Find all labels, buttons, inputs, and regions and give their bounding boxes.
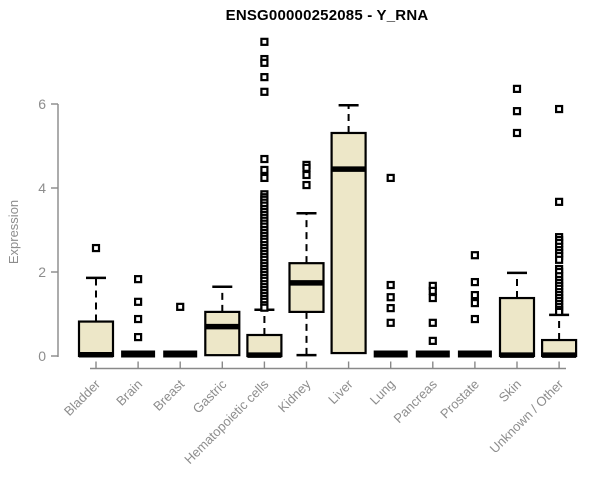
outlier-point-brain [134,297,143,306]
outlier-point-prostate [470,314,479,324]
outlier-point-kidney [302,180,311,190]
y-tick-label: 2 [38,264,46,280]
y-tick-label: 4 [38,180,46,196]
x-tick-label-gastric: Gastric [190,376,230,416]
box-liver [330,131,367,355]
outlier-point-lung [386,280,395,290]
box-skin [498,296,536,358]
x-tick-label-prostate: Prostate [437,377,482,422]
collapsed-box-breast [163,350,198,358]
outlier-point-kidney [302,170,311,180]
outlier-point-hematopoietic-cells [260,303,269,312]
outlier-point-lung [386,318,395,327]
chart-title: ENSG00000252085 - Y_RNA [225,7,429,24]
outlier-point-lung [386,304,395,313]
outlier-point-pancreas [428,318,437,327]
x-tick-label-unknown-other: Unknown / Other [487,376,567,456]
box-bladder [77,320,115,358]
outlier-point-hematopoietic-cells [260,58,269,67]
outlier-point-brain [134,314,143,324]
outlier-point-hematopoietic-cells [260,154,269,164]
x-tick-label-brain: Brain [113,377,145,409]
outlier-point-hematopoietic-cells [260,37,269,46]
collapsed-box-brain [121,350,156,358]
outlier-point-brain [134,275,143,284]
outlier-point-hematopoietic-cells [260,87,269,96]
outlier-point-unknown-other [554,307,564,316]
x-tick-label-bladder: Bladder [61,376,104,419]
outlier-point-unknown-other [554,255,564,264]
outlier-point-skin [512,107,522,116]
outlier-point-pancreas [428,286,437,295]
box-gastric [204,310,241,357]
collapsed-box-lung [373,350,408,358]
collapsed-box-pancreas [415,350,450,358]
x-tick-label-liver: Liver [325,376,356,407]
x-tick-label-skin: Skin [496,377,524,405]
outlier-point-hematopoietic-cells [260,73,269,82]
outlier-point-hematopoietic-cells [260,165,269,175]
outlier-point-unknown-other [554,197,564,206]
x-tick-label-breast: Breast [150,376,187,413]
outlier-point-bladder [91,243,101,253]
y-tick-label: 0 [38,348,46,364]
outlier-point-skin [512,128,522,138]
outlier-point-lung [386,173,395,183]
outlier-point-prostate [470,251,479,260]
x-tick-label-lung: Lung [367,377,398,408]
box-kidney [288,262,325,313]
outlier-point-kidney [302,163,311,172]
outlier-point-pancreas [428,293,437,303]
outlier-point-hematopoietic-cells [260,173,269,183]
outlier-point-prostate [470,277,479,287]
outlier-point-breast [176,302,185,311]
x-tick-label-pancreas: Pancreas [390,376,440,426]
collapsed-box-prostate [457,350,492,358]
outlier-point-lung [386,293,395,302]
x-tick-label-kidney: Kidney [275,376,314,415]
outlier-point-prostate [470,298,479,308]
outlier-point-skin [512,84,522,93]
y-tick-label: 6 [38,96,46,112]
outlier-point-prostate [470,291,479,300]
outlier-point-unknown-other [554,104,564,114]
outlier-point-pancreas [428,336,437,345]
outlier-point-brain [134,333,143,342]
